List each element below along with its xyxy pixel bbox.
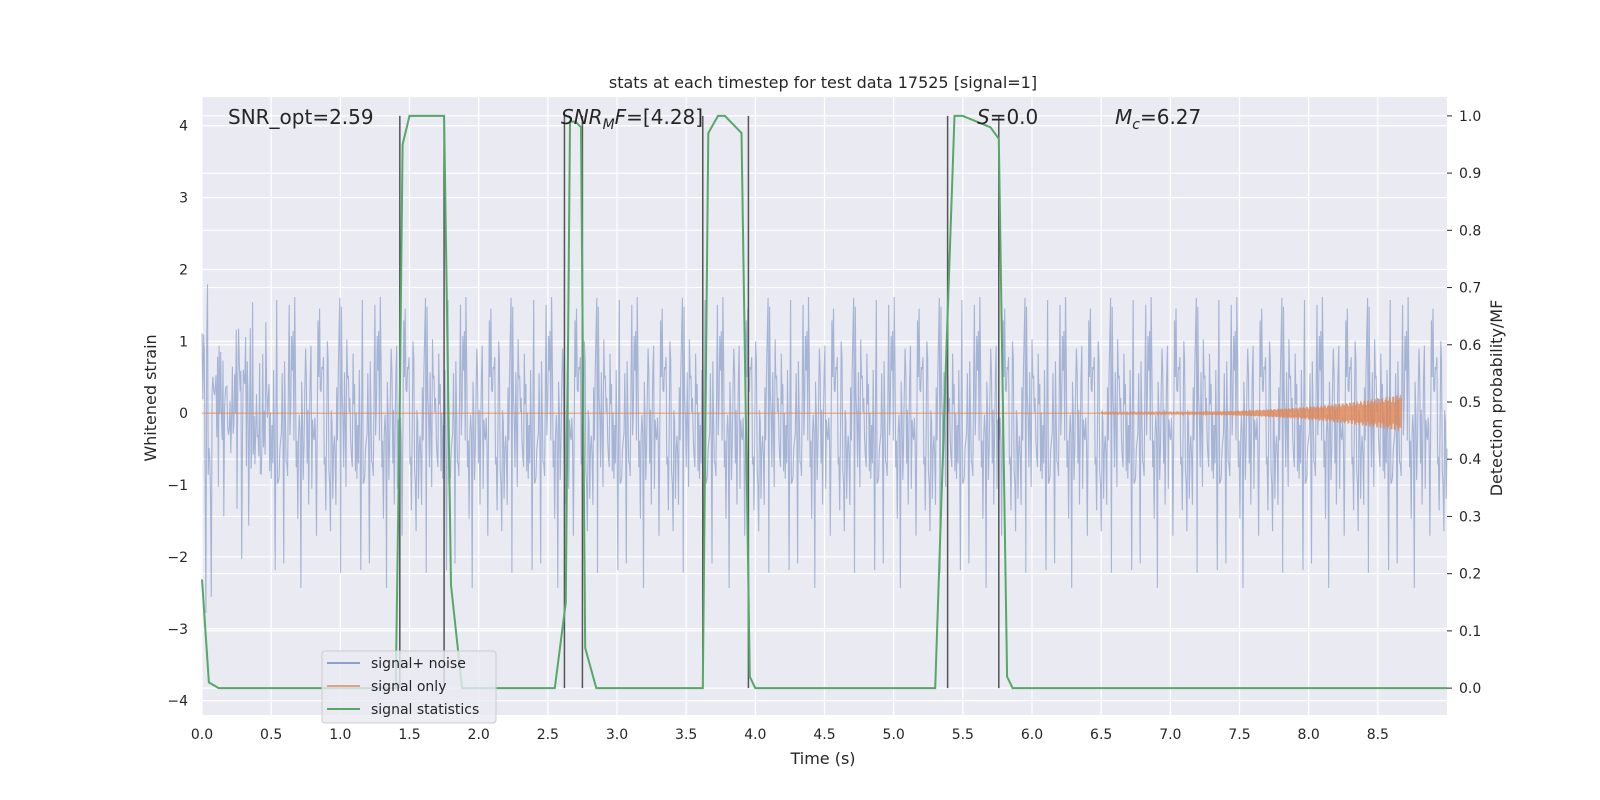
signal-only-line <box>1100 394 1402 432</box>
x-tick-label: 8.0 <box>1298 727 1320 743</box>
series-signal-only <box>202 394 1402 432</box>
x-tick-label: 3.0 <box>606 727 628 743</box>
x-axis-label: Time (s) <box>789 749 855 768</box>
y-tick-label: 4 <box>179 119 188 135</box>
series-signal-noise <box>201 284 1448 613</box>
y2-tick-label: 0.7 <box>1459 281 1481 297</box>
y2-tick-label: 0.4 <box>1459 452 1481 468</box>
y2-tick-label: 0.3 <box>1459 509 1481 525</box>
x-tick-label: 4.0 <box>744 727 766 743</box>
chart-title: stats at each timestep for test data 175… <box>609 73 1037 92</box>
y2-tick-label: 0.5 <box>1459 395 1481 411</box>
x-tick-label: 6.0 <box>1021 727 1043 743</box>
x-tick-label: 5.0 <box>883 727 905 743</box>
legend-label-signal-statistics: signal statistics <box>371 702 479 718</box>
series-signal-statistics <box>201 114 1447 690</box>
x-tick-label: 2.5 <box>537 727 559 743</box>
annotation-s: S=0.0 <box>977 105 1038 129</box>
x-tick-label: 1.0 <box>329 727 351 743</box>
annotations: SNR_opt=2.59 SNRMF=[4.28] S=0.0 Mc=6.27 <box>228 105 1201 133</box>
plot-area <box>201 97 1448 715</box>
y-tick-label: −3 <box>167 622 188 638</box>
y2-tick-label: 1.0 <box>1459 109 1481 125</box>
x-tick-label: 0.0 <box>191 727 213 743</box>
legend: signal+ noise signal only signal statist… <box>321 650 497 724</box>
x-tick-label: 4.5 <box>813 727 835 743</box>
x-tick-label: 3.5 <box>675 727 697 743</box>
x-tick-label: 1.5 <box>398 727 420 743</box>
x-tick-label: 7.0 <box>1159 727 1181 743</box>
y2-axis-label: Detection probability/MF <box>1487 300 1506 497</box>
annotation-snr-mf: SNRMF=[4.28] <box>561 105 703 133</box>
x-tick-label: 5.5 <box>952 727 974 743</box>
annotation-mc: Mc=6.27 <box>1115 105 1201 133</box>
y2-tick-label: 0.9 <box>1459 166 1481 182</box>
legend-box <box>321 650 497 724</box>
x-tick-label: 6.5 <box>1090 727 1112 743</box>
y-tick-label: 0 <box>179 406 188 422</box>
statistics-line <box>201 114 1447 690</box>
x-tick-label: 2.0 <box>468 727 490 743</box>
y2-tick-label: 0.2 <box>1459 567 1481 583</box>
noise-line <box>201 284 1448 613</box>
y2-axis-ticks: 1.0 0.9 0.8 0.7 0.6 0.5 0.4 0.3 0.2 0.1 0.0 <box>1447 109 1481 697</box>
y-axis-ticks: 4 3 2 1 0 −1 −2 −3 −4 <box>167 119 188 710</box>
x-tick-label: 7.5 <box>1228 727 1250 743</box>
y-tick-label: 2 <box>179 262 188 278</box>
y-tick-label: 1 <box>179 334 188 350</box>
annotation-snr-opt: SNR_opt=2.59 <box>228 105 374 129</box>
y-tick-label: −4 <box>167 694 188 710</box>
y-tick-label: 3 <box>179 191 188 207</box>
y2-tick-label: 0.0 <box>1459 681 1481 697</box>
y-tick-label: −1 <box>167 478 188 494</box>
x-axis-ticks: 0.0 0.5 1.0 1.5 2.0 2.5 3.0 3.5 4.0 4.5 5.0 5.5 6.0 6… <box>191 727 1389 743</box>
legend-label-signal-noise: signal+ noise <box>371 656 466 672</box>
y2-tick-label: 0.1 <box>1459 624 1481 640</box>
x-tick-label: 0.5 <box>260 727 282 743</box>
y-axis-label: Whitened strain <box>141 334 160 461</box>
y2-tick-label: 0.8 <box>1459 223 1481 239</box>
grid-horizontal <box>202 125 1447 702</box>
x-tick-label: 8.5 <box>1367 727 1389 743</box>
y2-tick-label: 0.6 <box>1459 338 1481 354</box>
legend-label-signal-only: signal only <box>371 679 446 695</box>
y-tick-label: −2 <box>167 550 188 566</box>
